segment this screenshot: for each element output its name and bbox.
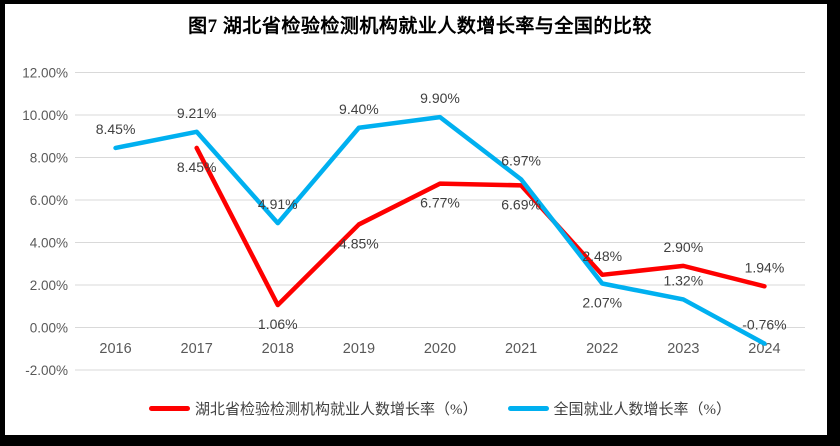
data-label: 8.45% bbox=[96, 121, 136, 137]
data-label: 2.90% bbox=[663, 239, 703, 255]
data-label: 9.21% bbox=[177, 105, 217, 121]
data-label: 6.77% bbox=[420, 195, 460, 211]
chart-panel bbox=[5, 4, 827, 435]
legend-label-national: 全国就业人数增长率（%） bbox=[553, 401, 732, 418]
y-axis-tick-label: 6.00% bbox=[30, 193, 68, 208]
y-axis-tick-label: 10.00% bbox=[22, 108, 68, 123]
y-axis-tick-label: 8.00% bbox=[30, 151, 68, 166]
x-axis-tick-label: 2023 bbox=[667, 341, 699, 357]
data-label: 2.48% bbox=[582, 248, 622, 264]
data-label: 8.45% bbox=[177, 159, 217, 175]
series-line-1 bbox=[113, 114, 767, 346]
x-axis-tick-label: 2019 bbox=[343, 341, 375, 357]
legend-marker-hubei-red-line-icon bbox=[149, 405, 190, 411]
data-label: 4.91% bbox=[258, 196, 298, 212]
x-axis-tick-label: 2021 bbox=[505, 341, 537, 357]
chart-title: 图7 湖北省检验检测机构就业人数增长率与全国的比较 bbox=[188, 16, 652, 37]
y-axis-tick-label: 2.00% bbox=[30, 278, 68, 293]
data-label: 9.40% bbox=[339, 101, 379, 117]
x-axis-tick-label: 2024 bbox=[748, 341, 780, 357]
y-axis-tick-label: 4.00% bbox=[30, 236, 68, 251]
x-axis-tick-label: 2020 bbox=[424, 341, 456, 357]
data-label: 1.32% bbox=[663, 272, 703, 288]
x-axis-tick-label: 2016 bbox=[99, 341, 131, 357]
x-axis-tick-label: 2018 bbox=[262, 341, 294, 357]
legend-label-hubei: 湖北省检验检测机构就业人数增长率（%） bbox=[195, 401, 478, 418]
data-label: 6.69% bbox=[501, 196, 541, 212]
y-axis-tick-label: 12.00% bbox=[22, 66, 68, 81]
legend-marker-national-blue-line-icon bbox=[507, 405, 549, 411]
data-label: 1.06% bbox=[258, 316, 298, 332]
y-axis-tick-label: 0.00% bbox=[30, 321, 68, 336]
x-axis-tick-label: 2017 bbox=[181, 341, 213, 357]
data-label: 1.94% bbox=[745, 259, 785, 275]
data-label: 2.07% bbox=[582, 295, 622, 311]
data-label: 6.97% bbox=[501, 152, 541, 168]
legend-item-hubei: 湖北省检验检测机构就业人数增长率（%） bbox=[149, 398, 478, 419]
data-label: -0.76% bbox=[742, 317, 786, 333]
series-line-0 bbox=[194, 145, 767, 308]
data-label: 9.90% bbox=[420, 90, 460, 106]
x-axis-tick-label: 2022 bbox=[586, 341, 618, 357]
legend-item-national: 全国就业人数增长率（%） bbox=[507, 398, 732, 419]
y-axis-tick-label: -2.00% bbox=[25, 363, 68, 378]
data-label: 4.85% bbox=[339, 235, 379, 251]
chart-legend: 湖北省检验检测机构就业人数增长率（%） 全国就业人数增长率（%） bbox=[75, 396, 805, 420]
